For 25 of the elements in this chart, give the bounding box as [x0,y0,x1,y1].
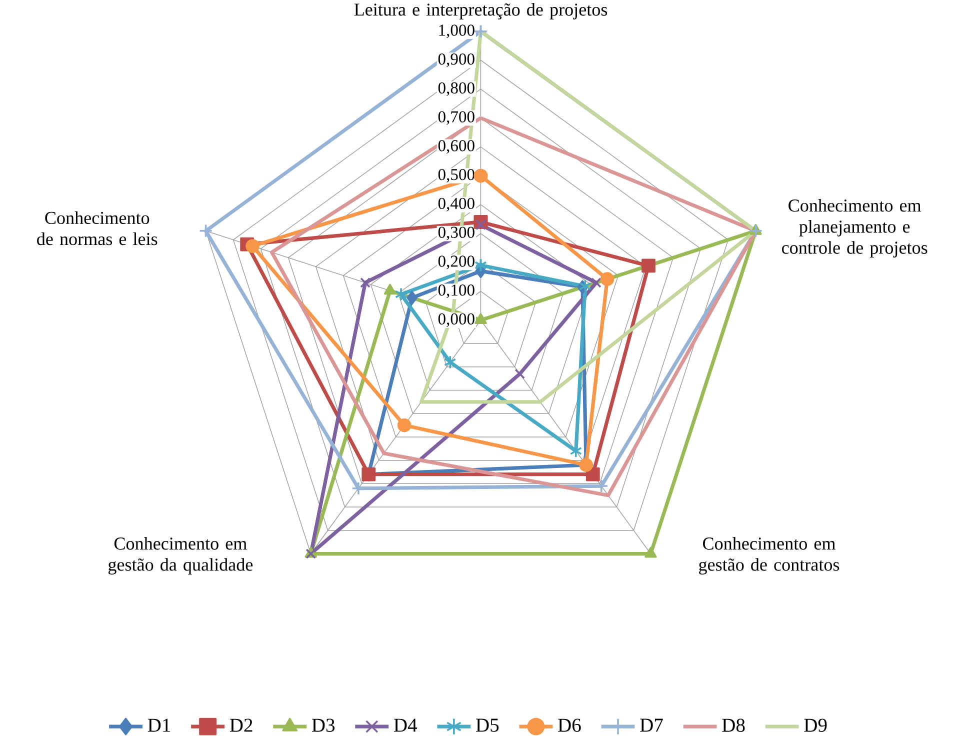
spoke-label: Conhecimento de normas e leis [37,211,158,245]
y-tick-label: 1,000 [439,24,474,38]
y-tick-label: 0,900 [438,53,474,67]
y-tick-label: 0,600 [438,140,474,154]
y-tick-label: 0,100 [438,284,474,298]
y-tick-label: 0,500 [438,168,474,182]
y-tick-label: 0,000 [438,313,474,327]
legend-label: D2 [230,718,252,732]
legend-label: D8 [722,718,745,732]
spoke-label: Conhecimento em gestão da qualidade [108,536,253,574]
spoke-label: Conhecimento em gestão de contratos [699,536,840,574]
legend-label: D7 [640,718,663,732]
y-tick-label: 0,700 [438,111,474,125]
legend-label: D3 [312,718,335,732]
legend-label: D6 [558,718,581,732]
spoke-label: Leitura e interpretação de projetos [354,2,608,20]
y-tick-label: 0,800 [438,82,474,96]
legend-label: D9 [804,718,827,732]
legend-label: D5 [476,718,499,732]
y-tick-label: 0,200 [438,255,474,269]
legend-label: D1 [148,718,170,732]
spoke-label: Conhecimento em planejamento e controle de projetos [782,198,928,258]
y-tick-label: 0,300 [438,226,474,240]
legend-label: D4 [394,718,418,732]
y-tick-label: 0,400 [438,198,474,212]
